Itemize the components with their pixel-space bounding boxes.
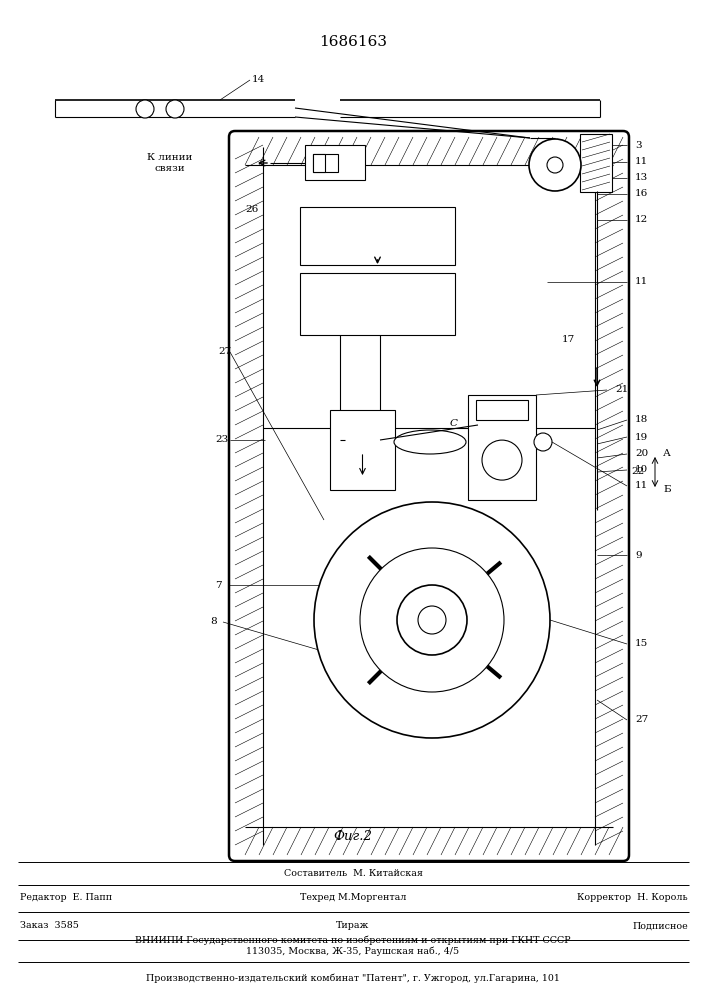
- Circle shape: [397, 585, 467, 655]
- Circle shape: [314, 502, 550, 738]
- Text: Б: Б: [663, 486, 671, 494]
- Bar: [476, 400, 528, 420]
- Text: F: F: [365, 464, 372, 473]
- Bar: [305, 145, 365, 180]
- Text: 11: 11: [635, 482, 648, 490]
- Text: 11: 11: [635, 277, 648, 286]
- Text: К линии
связи: К линии связи: [147, 153, 193, 173]
- Text: 3: 3: [635, 140, 642, 149]
- Circle shape: [360, 548, 504, 692]
- Bar: [313, 154, 325, 172]
- Ellipse shape: [394, 430, 466, 454]
- Bar: [313, 154, 338, 172]
- Text: 27: 27: [635, 716, 648, 724]
- Text: 16: 16: [635, 190, 648, 198]
- Circle shape: [136, 100, 154, 118]
- Text: C: C: [450, 418, 458, 428]
- Text: 9: 9: [635, 550, 642, 560]
- Text: Составитель  М. Китайская: Составитель М. Китайская: [284, 869, 423, 879]
- Text: 20: 20: [635, 450, 648, 458]
- Text: 17: 17: [562, 336, 575, 344]
- Text: 24: 24: [370, 299, 385, 309]
- Text: Производственно-издательский комбинат "Патент", г. Ужгород, ул.Гагарина, 101: Производственно-издательский комбинат "П…: [146, 973, 560, 983]
- Text: Редактор  Е. Папп: Редактор Е. Папп: [20, 894, 112, 902]
- Text: 26: 26: [245, 206, 258, 215]
- Text: А: А: [663, 450, 671, 458]
- Text: 28: 28: [423, 438, 436, 446]
- Text: 25: 25: [370, 231, 385, 241]
- Bar: [580, 134, 612, 192]
- Circle shape: [482, 440, 522, 480]
- Text: 113035, Москва, Ж-35, Раушская наб., 4/5: 113035, Москва, Ж-35, Раушская наб., 4/5: [247, 946, 460, 956]
- FancyBboxPatch shape: [229, 131, 629, 861]
- Text: ВНИИПИ Государственного комитета по изобретениям и открытиям при ГКНТ СССР: ВНИИПИ Государственного комитета по изоб…: [135, 935, 571, 945]
- Bar: [300, 207, 455, 265]
- Circle shape: [529, 139, 581, 191]
- Text: 22: 22: [632, 468, 645, 477]
- Text: 21: 21: [615, 385, 629, 394]
- Circle shape: [166, 100, 184, 118]
- Text: 8: 8: [210, 617, 216, 626]
- Text: 15: 15: [635, 640, 648, 648]
- Text: Подписное: Подписное: [632, 922, 688, 930]
- Bar: [300, 273, 455, 335]
- Text: Техред М.Моргентал: Техред М.Моргентал: [300, 894, 407, 902]
- Text: 10: 10: [635, 466, 648, 475]
- Text: 12: 12: [635, 216, 648, 225]
- Text: Корректор  Н. Король: Корректор Н. Король: [578, 894, 688, 902]
- Text: Тираж: Тираж: [337, 922, 370, 930]
- Text: Заказ  3585: Заказ 3585: [20, 922, 79, 930]
- Circle shape: [418, 606, 446, 634]
- Text: 19: 19: [635, 432, 648, 442]
- Text: 23: 23: [215, 436, 228, 444]
- Text: 18: 18: [635, 416, 648, 424]
- Circle shape: [547, 157, 563, 173]
- Text: 14: 14: [252, 75, 265, 84]
- Text: 11: 11: [635, 157, 648, 166]
- Text: 27: 27: [218, 348, 231, 357]
- Bar: [468, 395, 536, 500]
- Text: 7: 7: [215, 580, 221, 589]
- Bar: [330, 410, 395, 490]
- Text: Фиг.2: Фиг.2: [334, 830, 373, 844]
- Text: 1686163: 1686163: [319, 35, 387, 49]
- Text: 13: 13: [635, 174, 648, 182]
- Circle shape: [534, 433, 552, 451]
